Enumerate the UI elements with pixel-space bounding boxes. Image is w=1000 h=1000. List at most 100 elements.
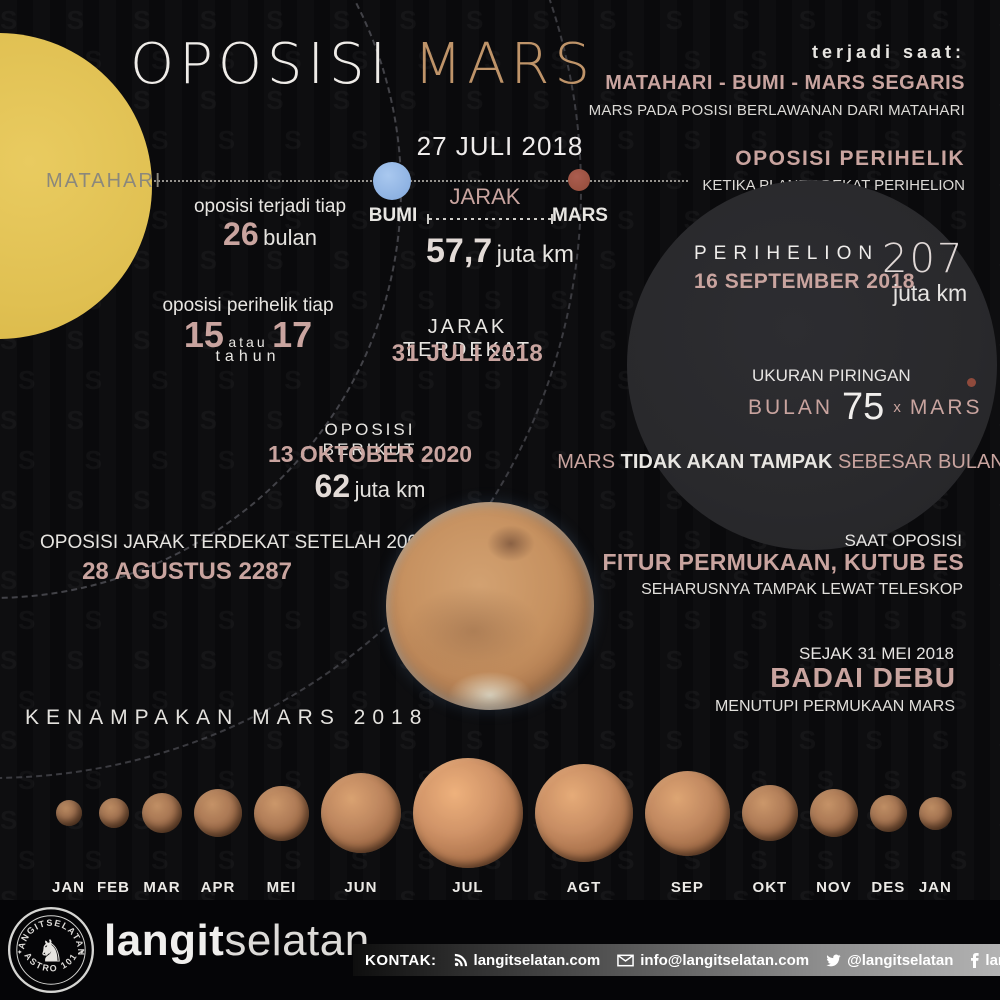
perihelic-cycle-value: 15 atau 17 bbox=[183, 314, 313, 355]
next-opposition-date: 13 OKTOBER 2020 bbox=[267, 441, 473, 467]
surface-line3: SEHARUSNYA TAMPAK LEWAT TELESKOP bbox=[641, 581, 963, 598]
perihelion-value: 207 bbox=[882, 236, 965, 282]
moon-disc bbox=[627, 180, 997, 550]
mars-month-image bbox=[741, 785, 798, 841]
surface-line2: FITUR PERMUKAAN, KUTUB ES bbox=[602, 549, 964, 575]
opposition-date: 27 JULI 2018 bbox=[416, 131, 584, 161]
month-item: JAN bbox=[918, 747, 952, 899]
closest-label: JARAK TERDEKAT bbox=[402, 316, 533, 361]
contact-text: langitselatan bbox=[985, 951, 1000, 969]
mars-month-image bbox=[412, 758, 523, 868]
record-date: 28 AGUSTUS 2287 bbox=[82, 558, 292, 585]
perihelion-unit: juta km bbox=[893, 280, 968, 306]
mars-month-image bbox=[193, 789, 242, 837]
month-label: JUL bbox=[452, 879, 484, 896]
month-item: APR bbox=[193, 747, 242, 899]
mars-label: MARS bbox=[552, 205, 608, 226]
month-item: OKT bbox=[741, 747, 798, 899]
size-note: MARS TIDAK AKAN TAMPAK SEBESAR BULAN bbox=[557, 451, 1000, 473]
month-label: JUN bbox=[344, 879, 378, 896]
mars-photo bbox=[386, 502, 594, 710]
mars-orbit-dot bbox=[568, 169, 590, 191]
perihelic-heading: OPOSISI PERIHELIK bbox=[735, 147, 965, 170]
sun-label: MATAHARI bbox=[46, 170, 163, 192]
distance-value: 57,7 juta km bbox=[426, 232, 574, 270]
mars-size-dot bbox=[967, 378, 976, 387]
closest-date: 31 JULI 2018 bbox=[391, 340, 544, 367]
month-item: DES bbox=[869, 747, 907, 899]
contact-bar: KONTAK: langitselatan.com info@langitsela… bbox=[353, 944, 1000, 976]
horse-rider-icon: ♞ bbox=[37, 935, 64, 970]
appearance-title: KENAMPAKAN MARS 2018 bbox=[25, 706, 429, 729]
contact-text: langitselatan.com bbox=[473, 951, 601, 969]
alignment-dotted-line bbox=[150, 180, 688, 182]
mars-month-image bbox=[253, 785, 309, 841]
month-item: MEI bbox=[253, 747, 309, 899]
mars-month-image bbox=[55, 800, 82, 826]
month-label: APR bbox=[200, 879, 236, 896]
dust-line1: SEJAK 31 MEI 2018 bbox=[799, 644, 954, 663]
alignment-heading: terjadi saat: bbox=[811, 42, 965, 62]
month-item: JUN bbox=[320, 747, 401, 899]
next-opposition-distance: 62 juta km bbox=[314, 468, 426, 504]
alignment-line1: MATAHARI - BUMI - MARS SEGARIS bbox=[605, 72, 965, 94]
mars-month-image bbox=[534, 764, 633, 862]
month-item: MAR bbox=[141, 747, 182, 899]
month-label: SEP bbox=[670, 879, 704, 896]
distance-measure-line bbox=[427, 214, 553, 224]
mars-month-image bbox=[918, 796, 952, 830]
dust-line2: BADAI DEBU bbox=[770, 662, 956, 693]
next-opposition-label: OPOSISI BERIKUT bbox=[322, 420, 418, 459]
month-label: DES bbox=[871, 879, 906, 896]
mars-month-image bbox=[869, 794, 907, 832]
svg-text:✦: ✦ bbox=[79, 948, 85, 957]
perihelion-date: 16 SEPTEMBER 2018 bbox=[694, 270, 915, 293]
contact-rss[interactable]: langitselatan.com bbox=[454, 951, 601, 969]
svg-text:✦: ✦ bbox=[17, 948, 23, 957]
title-word-oposisi: OPOSISI bbox=[130, 32, 392, 97]
rss-icon bbox=[454, 953, 468, 967]
dust-line3: MENUTUPI PERMUKAAN MARS bbox=[714, 698, 955, 715]
perihelic-cycle-unit: tahun bbox=[215, 348, 281, 365]
page-title: OPOSISI MARS bbox=[130, 32, 590, 97]
title-word-mars: MARS bbox=[413, 32, 595, 97]
month-label: MAR bbox=[143, 879, 181, 896]
kontak-label: KONTAK: bbox=[365, 951, 437, 969]
mars-month-image bbox=[98, 798, 129, 828]
months-row: JAN FEB MAR APR MEI JUN JUL AGT SEP OKT NOV DES JAN bbox=[52, 744, 952, 899]
month-label: AGT bbox=[566, 879, 602, 896]
month-label: JAN bbox=[918, 879, 952, 896]
contact-text: info@langitselatan.com bbox=[640, 951, 810, 969]
mars-month-image bbox=[141, 793, 182, 833]
month-item: AGT bbox=[534, 747, 633, 899]
perihelion-label: PERIHELION bbox=[694, 243, 880, 264]
month-item: JUL bbox=[412, 747, 523, 899]
month-item: SEP bbox=[644, 747, 730, 899]
month-item: FEB bbox=[97, 747, 130, 899]
alignment-line2: MARS PADA POSISI BERLAWANAN DARI MATAHAR… bbox=[588, 102, 965, 119]
disk-size-label: UKURAN PIRINGAN bbox=[752, 366, 911, 385]
mail-icon bbox=[617, 954, 635, 967]
contact-text: @langitselatan bbox=[847, 951, 954, 969]
month-label: MEI bbox=[266, 879, 297, 896]
record-label: OPOSISI JARAK TERDEKAT SETELAH 2003 bbox=[40, 532, 429, 553]
surface-line1: SAAT OPOSISI bbox=[844, 531, 962, 550]
mars-month-image bbox=[809, 789, 858, 837]
distance-label: JARAK bbox=[449, 184, 521, 209]
month-item: NOV bbox=[809, 747, 858, 899]
mars-month-image bbox=[644, 770, 730, 856]
twitter-icon bbox=[826, 954, 841, 967]
brand-wordmark: langitselatan bbox=[104, 916, 370, 965]
month-label: NOV bbox=[816, 879, 852, 896]
contact-mail[interactable]: info@langitselatan.com bbox=[617, 952, 809, 969]
perihelic-cycle-label: oposisi perihelik tiap bbox=[162, 295, 334, 316]
opposition-cycle-label: oposisi terjadi tiap bbox=[193, 196, 347, 217]
contact-twitter[interactable]: @langitselatan bbox=[826, 952, 953, 969]
contact-facebook[interactable]: langitselatan bbox=[970, 952, 1000, 969]
earth-dot bbox=[373, 162, 411, 200]
month-label: JAN bbox=[52, 879, 86, 896]
disk-size-comparison: BULAN 75 x MARS bbox=[748, 386, 983, 428]
month-item: JAN bbox=[52, 747, 85, 899]
facebook-icon bbox=[970, 952, 980, 968]
